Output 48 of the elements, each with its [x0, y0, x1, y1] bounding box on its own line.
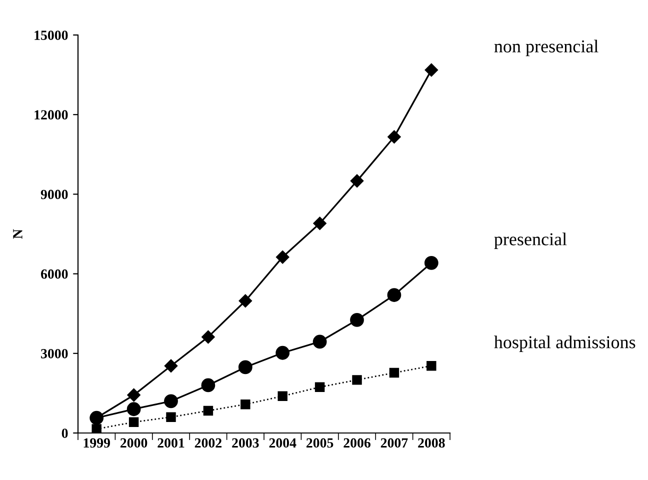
point [240, 399, 250, 410]
point [389, 368, 400, 378]
point [313, 216, 326, 230]
point [276, 250, 290, 264]
point [278, 391, 288, 401]
y-tick-label: 9000 [40, 190, 68, 200]
point [128, 417, 139, 427]
x-tick-label: 2004 [269, 438, 296, 448]
x-tick-label: 2008 [418, 438, 445, 448]
point [92, 424, 102, 433]
y-tick-label: 6000 [40, 269, 68, 279]
y-tick-label: 0 [62, 428, 68, 438]
point [350, 313, 364, 327]
y-tick-label: 3000 [41, 348, 68, 358]
x-tick-label: 2002 [194, 438, 222, 448]
point [164, 359, 178, 372]
point [424, 63, 438, 77]
x-tick-label: 2003 [232, 438, 259, 448]
point [424, 256, 438, 270]
x-tick-label: 2007 [380, 438, 408, 448]
x-tick-label: 1999 [84, 438, 110, 448]
point [426, 361, 436, 371]
point [387, 288, 402, 302]
y-tick-label: 12000 [34, 110, 68, 120]
point [350, 174, 364, 188]
point [314, 382, 325, 392]
x-tick-label: 2006 [344, 438, 370, 448]
point [388, 130, 401, 144]
point [126, 402, 141, 416]
point [203, 406, 214, 416]
text: hospital admissions [494, 336, 636, 352]
text: presencial [494, 232, 567, 250]
point [166, 412, 176, 422]
y-tick-label: 15000 [34, 30, 68, 40]
point [164, 394, 178, 408]
point [202, 330, 215, 344]
point [127, 388, 140, 402]
point [201, 378, 216, 392]
point [276, 346, 290, 360]
y-axis-title: N [13, 229, 22, 239]
point [312, 334, 327, 349]
point [352, 375, 362, 385]
x-tick-label: 2001 [158, 438, 184, 448]
x-tick-label: 2000 [120, 438, 148, 448]
point [238, 294, 252, 308]
point [238, 360, 252, 374]
text: non presencial [494, 40, 598, 56]
x-tick-label: 2005 [306, 438, 334, 448]
